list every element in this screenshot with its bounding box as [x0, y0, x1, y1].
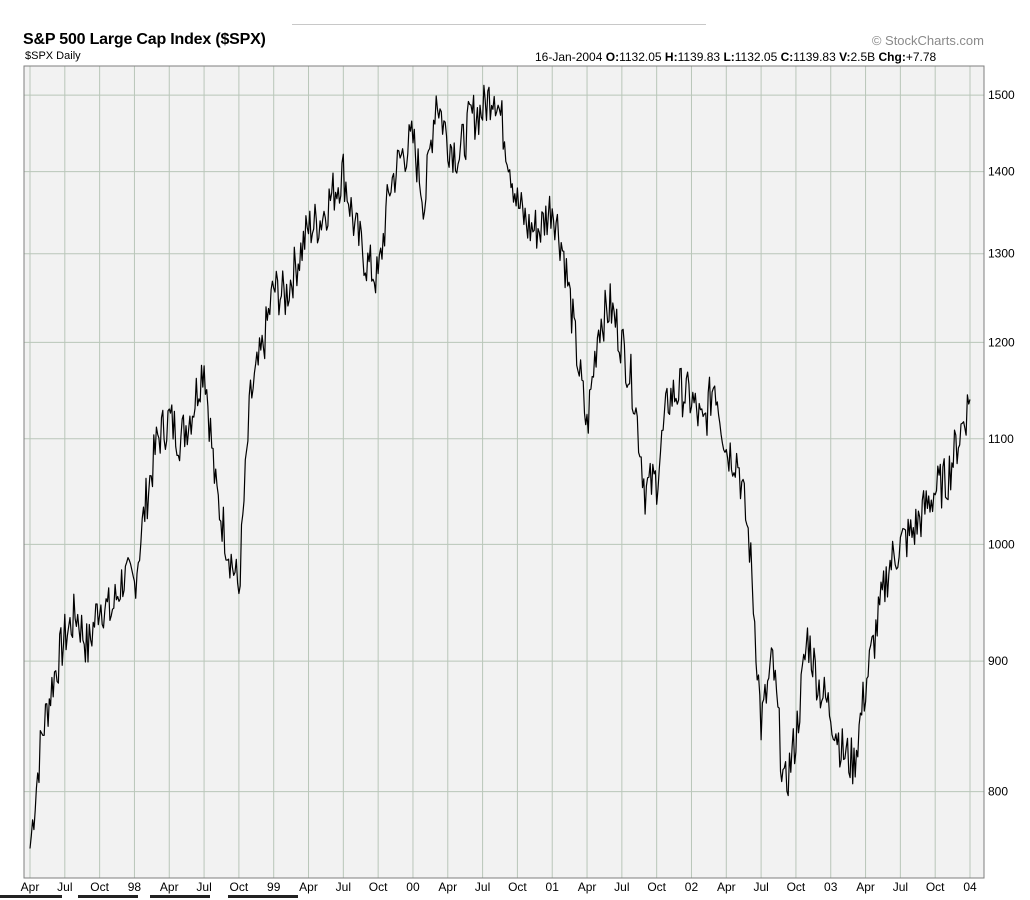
change-label: Chg:	[878, 50, 906, 64]
x-tick-label: Jul	[893, 880, 908, 894]
x-tick-label: Oct	[230, 880, 249, 894]
x-tick-label: Apr	[438, 880, 457, 894]
y-tick-label: 1100	[988, 432, 1014, 446]
x-tick-label: Jul	[336, 880, 351, 894]
y-tick-label: 1200	[988, 335, 1015, 349]
y-tick-label: 1500	[988, 88, 1015, 102]
low-label: L:	[723, 50, 735, 64]
high-value: 1139.83	[677, 50, 721, 64]
plot-area	[24, 66, 984, 878]
x-tick-label: 03	[824, 880, 838, 894]
x-tick-label: Apr	[160, 880, 179, 894]
series-subtitle: $SPX Daily	[25, 50, 81, 62]
quote-bar: 16-Jan-2004 O:1132.05 H:1139.83 L:1132.0…	[535, 50, 936, 64]
x-tick-label: 00	[406, 880, 420, 894]
x-tick-label: Jul	[57, 880, 72, 894]
x-tick-label: 98	[128, 880, 142, 894]
change-value: +7.78	[905, 50, 937, 64]
x-tick-label: Oct	[647, 880, 666, 894]
open-label: O:	[605, 50, 620, 64]
volume-value: 2.5B	[850, 50, 876, 64]
volume-label: V:	[839, 50, 851, 64]
x-tick-label: Jul	[196, 880, 211, 894]
x-tick-label: Jul	[614, 880, 629, 894]
x-tick-label: 04	[963, 880, 977, 894]
y-tick-label: 1300	[988, 247, 1015, 261]
y-tick-label: 1000	[988, 537, 1015, 551]
x-tick-label: Oct	[369, 880, 388, 894]
x-tick-label: Apr	[578, 880, 597, 894]
top-divider	[292, 24, 706, 25]
y-tick-label: 1400	[988, 165, 1015, 179]
x-tick-label: Oct	[787, 880, 806, 894]
x-tick-label: Jul	[475, 880, 490, 894]
x-tick-label: Apr	[21, 880, 40, 894]
low-value: 1132.05	[734, 50, 778, 64]
x-tick-label: 02	[685, 880, 699, 894]
close-value: 1139.83	[793, 50, 836, 64]
high-label: H:	[664, 50, 678, 64]
plot-border	[23, 65, 985, 879]
x-tick-label: Oct	[926, 880, 945, 894]
x-tick-label: 01	[546, 880, 560, 894]
x-tick-label: Apr	[856, 880, 875, 894]
y-tick-label: 800	[988, 785, 1008, 799]
x-tick-label: Jul	[753, 880, 768, 894]
open-value: 1132.05	[619, 50, 662, 64]
spx-price-line	[29, 84, 971, 849]
y-tick-label: 900	[988, 654, 1008, 668]
quote-date: 16-Jan-2004	[535, 50, 603, 64]
x-tick-label: Apr	[717, 880, 736, 894]
stockcharts-credit[interactable]: © StockCharts.com	[871, 33, 984, 48]
x-tick-label: Oct	[90, 880, 109, 894]
x-tick-label: Oct	[508, 880, 527, 894]
chart-title: S&P 500 Large Cap Index ($SPX)	[23, 31, 266, 48]
x-tick-label: 99	[267, 880, 281, 894]
close-label: C:	[780, 50, 794, 64]
cropped-text-fragment	[0, 895, 298, 898]
x-tick-label: Apr	[299, 880, 318, 894]
